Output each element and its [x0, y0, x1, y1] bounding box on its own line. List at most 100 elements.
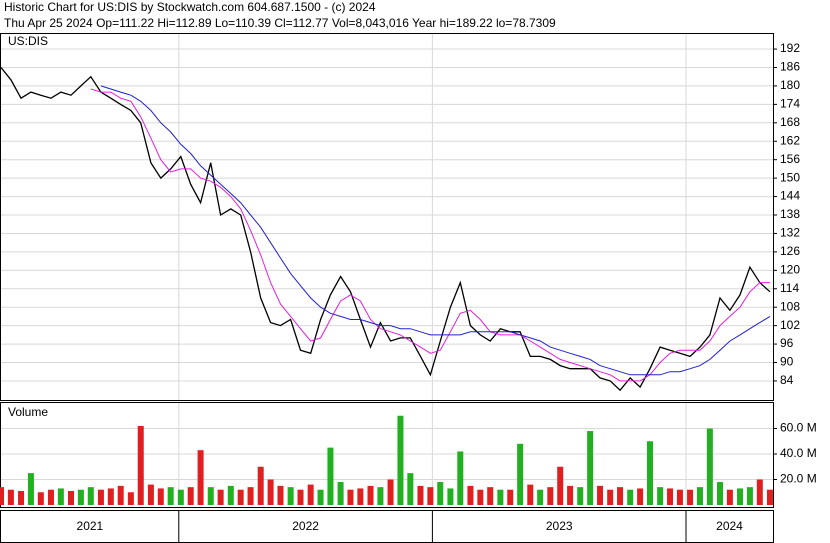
volume-bar — [177, 489, 184, 505]
year-axis — [0, 510, 774, 543]
volume-bar — [347, 489, 354, 505]
volume-bar — [447, 488, 454, 505]
volume-bar — [407, 473, 414, 505]
volume-bar — [766, 489, 773, 505]
volume-bar — [696, 487, 703, 505]
y-tick-label: 132 — [780, 226, 800, 240]
volume-bar — [646, 441, 653, 505]
volume-bar — [547, 487, 554, 505]
volume-bar — [387, 479, 394, 505]
volume-bar — [627, 489, 634, 505]
volume-bar — [18, 490, 25, 505]
price-panel — [0, 33, 774, 401]
y-tick-label: 108 — [780, 299, 800, 313]
y-tick-label: 186 — [780, 60, 800, 74]
volume-bar — [37, 492, 44, 505]
volume-bar — [667, 488, 674, 505]
volume-bar — [716, 482, 723, 505]
volume-bar — [487, 487, 494, 505]
y-tick-label: 150 — [780, 170, 800, 184]
x-year-label: 2021 — [77, 519, 104, 533]
volume-bar — [87, 487, 94, 505]
volume-bar — [577, 487, 584, 505]
x-year-label: 2022 — [292, 519, 319, 533]
volume-bar — [337, 482, 344, 505]
volume-bar — [57, 488, 64, 505]
y-tick-label: 192 — [780, 41, 800, 55]
y-tick-label: 162 — [780, 133, 800, 147]
volume-bar — [457, 451, 464, 505]
volume-bar — [217, 489, 224, 505]
volume-bar — [287, 487, 294, 505]
volume-bar — [637, 488, 644, 505]
volume-label: Volume — [8, 405, 48, 419]
symbol-label: US:DIS — [8, 34, 48, 48]
volume-bar — [137, 425, 144, 505]
quote-summary: Thu Apr 25 2024 Op=111.22 Hi=112.89 Lo=1… — [4, 16, 556, 30]
y-tick-label: 40.0 M — [780, 446, 817, 460]
volume-bar — [77, 489, 84, 505]
volume-bar — [277, 485, 284, 505]
volume-bar — [247, 487, 254, 505]
volume-panel — [0, 402, 774, 508]
volume-bar — [467, 485, 474, 505]
volume-bar — [706, 428, 713, 505]
chart-title: Historic Chart for US:DIS by Stockwatch.… — [4, 0, 376, 14]
y-tick-label: 144 — [780, 189, 800, 203]
y-tick-label: 20.0 M — [780, 472, 817, 486]
y-tick-label: 156 — [780, 152, 800, 166]
volume-bar — [497, 489, 504, 505]
volume-bar — [187, 487, 194, 505]
volume-bar — [597, 485, 604, 505]
y-tick-label: 114 — [780, 281, 799, 295]
volume-bar — [327, 447, 334, 505]
volume-bar — [7, 489, 14, 505]
y-tick-label: 174 — [780, 97, 800, 111]
volume-bar — [207, 487, 214, 505]
volume-bar — [567, 485, 574, 505]
volume-bar — [317, 489, 324, 505]
volume-bar — [507, 489, 514, 505]
volume-bar — [746, 487, 753, 505]
volume-bar — [97, 489, 104, 505]
volume-bar — [367, 485, 374, 505]
volume-bar — [227, 485, 234, 505]
price-line — [0, 67, 771, 392]
volume-bar — [167, 487, 174, 505]
y-tick-label: 120 — [780, 262, 800, 276]
volume-bar — [107, 488, 114, 505]
volume-bar — [537, 489, 544, 505]
volume-bar — [557, 466, 564, 505]
x-year-label: 2023 — [546, 519, 573, 533]
price-line — [90, 88, 770, 382]
volume-bar — [477, 489, 484, 505]
volume-bar — [437, 482, 444, 505]
y-tick-label: 90 — [780, 355, 794, 369]
volume-bar — [377, 487, 384, 505]
volume-bar — [527, 484, 534, 505]
volume-bar — [607, 489, 614, 505]
volume-bar — [687, 489, 694, 505]
volume-bar — [237, 489, 244, 505]
volume-bar — [726, 489, 733, 505]
volume-bar — [676, 489, 683, 505]
volume-bar — [427, 487, 434, 505]
volume-bar — [737, 488, 744, 505]
volume-bar — [307, 484, 314, 505]
volume-bar — [267, 479, 274, 505]
volume-bar — [617, 487, 624, 505]
volume-bar — [756, 479, 763, 505]
y-tick-label: 180 — [780, 78, 800, 92]
volume-bar — [147, 484, 154, 505]
volume-bar — [197, 450, 204, 505]
y-tick-label: 168 — [780, 115, 800, 129]
volume-bar — [397, 415, 404, 505]
y-tick-label: 138 — [780, 207, 800, 221]
y-tick-label: 84 — [780, 373, 794, 387]
volume-bar — [657, 487, 664, 505]
x-year-label: 2024 — [716, 519, 743, 533]
volume-bar — [127, 492, 134, 505]
volume-bar — [587, 431, 594, 505]
volume-bar — [417, 485, 424, 505]
y-tick-label: 102 — [780, 318, 800, 332]
